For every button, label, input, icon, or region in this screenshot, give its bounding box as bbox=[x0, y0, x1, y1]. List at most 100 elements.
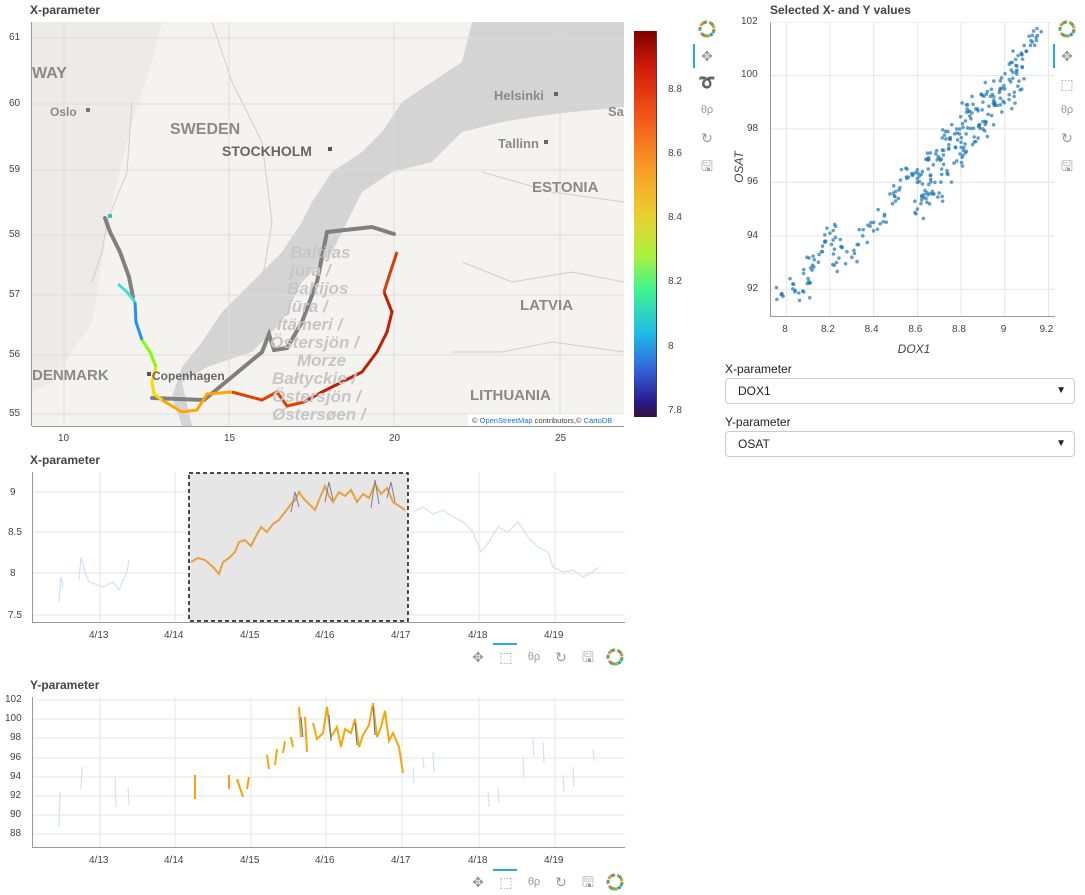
scatter-point bbox=[871, 220, 876, 225]
ts-x-x-tick: 4/13 bbox=[89, 630, 109, 641]
scatter-y-tick: 94 bbox=[747, 229, 759, 241]
scatter-point bbox=[1010, 106, 1014, 111]
scatter-point bbox=[926, 182, 931, 187]
scatter-point bbox=[878, 221, 883, 226]
ts-x-x-tick: 4/18 bbox=[468, 630, 488, 641]
map-y-tick: 61 bbox=[9, 32, 21, 43]
box-select-icon[interactable]: ⬚ bbox=[499, 649, 513, 665]
chevron-down-icon: ▼ bbox=[1056, 438, 1066, 449]
scatter-point bbox=[825, 226, 829, 230]
bokeh-logo-icon[interactable] bbox=[606, 873, 624, 891]
ts-y-plot[interactable] bbox=[32, 697, 625, 848]
scatter-point bbox=[943, 129, 948, 134]
svg-text:© OpenStreetMap contributors,©: © OpenStreetMap contributors,© CartoDB bbox=[472, 416, 612, 425]
pan-icon[interactable]: ✥ bbox=[472, 649, 484, 665]
bokeh-logo-icon[interactable] bbox=[606, 648, 624, 666]
scatter-point bbox=[888, 192, 892, 196]
scatter-point bbox=[871, 229, 876, 233]
scatter-svg bbox=[771, 21, 1055, 316]
scatter-point bbox=[1011, 49, 1015, 53]
scatter-plot[interactable] bbox=[770, 21, 1055, 317]
map-place-label: STOCKHOLM bbox=[222, 143, 312, 159]
reset-icon[interactable]: ↻ bbox=[701, 130, 713, 146]
scatter-point bbox=[998, 96, 1003, 100]
scatter-point bbox=[924, 196, 928, 201]
scatter-point bbox=[964, 103, 969, 107]
scatter-point bbox=[857, 227, 862, 232]
scatter-point bbox=[812, 257, 817, 262]
ts-y-x-tick: 4/17 bbox=[391, 855, 411, 866]
scatter-point bbox=[896, 196, 901, 201]
ts-y-y-tick: 100 bbox=[5, 713, 22, 724]
scatter-point bbox=[982, 129, 987, 133]
scatter-point bbox=[893, 189, 898, 194]
scatter-point bbox=[922, 192, 926, 197]
scatter-point bbox=[774, 285, 779, 290]
scatter-point bbox=[985, 89, 990, 94]
box-select-icon[interactable]: ⬚ bbox=[1060, 76, 1074, 92]
scatter-point bbox=[991, 122, 996, 127]
x-parameter-select[interactable]: DOX1 ▼ bbox=[725, 378, 1075, 404]
y-parameter-select[interactable]: OSAT ▼ bbox=[725, 431, 1075, 457]
scatter-point bbox=[855, 242, 860, 247]
scatter-point bbox=[998, 79, 1003, 83]
scatter-y-tick: 96 bbox=[747, 176, 759, 188]
scatter-point bbox=[992, 101, 997, 106]
scatter-ylabel: OSAT bbox=[732, 151, 746, 183]
x-parameter-label: X-parameter bbox=[725, 362, 792, 376]
scatter-point bbox=[891, 184, 896, 188]
bokeh-logo-icon[interactable] bbox=[1058, 20, 1076, 38]
scatter-point bbox=[796, 291, 801, 295]
scatter-point bbox=[942, 133, 947, 137]
map-y-tick: 55 bbox=[9, 408, 21, 419]
scatter-point bbox=[1012, 90, 1017, 95]
wheel-zoom-icon[interactable]: θρ bbox=[527, 651, 541, 663]
scatter-x-tick: 9.2 bbox=[1039, 324, 1054, 335]
map-plot[interactable]: Baltijas jūra / Baltijos jūra / Itämeri … bbox=[32, 22, 624, 426]
scatter-point bbox=[832, 247, 837, 251]
map-y-tick: 60 bbox=[9, 98, 21, 109]
scatter-point bbox=[961, 148, 966, 153]
pan-icon[interactable]: ✥ bbox=[701, 48, 713, 64]
scatter-point bbox=[905, 167, 909, 171]
scatter-point bbox=[933, 152, 938, 156]
scatter-point bbox=[1015, 68, 1019, 72]
scatter-point bbox=[983, 122, 988, 127]
save-icon[interactable]: 🖫 bbox=[582, 874, 594, 890]
scatter-point bbox=[959, 135, 964, 140]
reset-icon[interactable]: ↻ bbox=[555, 874, 567, 890]
reset-icon[interactable]: ↻ bbox=[1061, 130, 1073, 146]
scatter-point bbox=[1039, 29, 1043, 34]
wheel-zoom-icon[interactable]: θρ bbox=[527, 876, 541, 888]
scatter-point bbox=[831, 238, 835, 242]
scatter-point bbox=[948, 135, 953, 140]
scatter-point bbox=[945, 171, 950, 176]
scatter-point bbox=[1016, 84, 1020, 88]
pan-icon[interactable]: ✥ bbox=[472, 874, 484, 890]
chevron-down-icon: ▼ bbox=[1056, 385, 1066, 396]
lasso-icon[interactable]: ➰ bbox=[698, 74, 716, 90]
scatter-point bbox=[802, 267, 806, 272]
map-place-label: Copenhagen bbox=[152, 369, 225, 383]
scatter-point bbox=[1020, 57, 1025, 61]
pan-icon[interactable]: ✥ bbox=[1061, 48, 1073, 64]
sea-name: jūra / bbox=[288, 261, 333, 280]
reset-icon[interactable]: ↻ bbox=[555, 649, 567, 665]
scatter-point bbox=[971, 126, 976, 131]
save-icon[interactable]: 🖫 bbox=[701, 158, 713, 174]
save-icon[interactable]: 🖫 bbox=[582, 649, 594, 665]
wheel-zoom-icon[interactable]: θρ bbox=[700, 104, 714, 116]
bokeh-logo-icon[interactable] bbox=[698, 20, 716, 38]
save-icon[interactable]: 🖫 bbox=[1061, 158, 1073, 174]
scatter-point bbox=[806, 279, 811, 284]
ts-x-plot[interactable] bbox=[32, 472, 625, 623]
scatter-point bbox=[968, 126, 973, 131]
scatter-point bbox=[913, 199, 917, 203]
scatter-point bbox=[978, 126, 982, 131]
scatter-point bbox=[1000, 86, 1004, 91]
wheel-zoom-icon[interactable]: θρ bbox=[1060, 104, 1074, 116]
box-select-icon[interactable]: ⬚ bbox=[499, 874, 513, 890]
attribution-osm-link: OpenStreetMap bbox=[480, 416, 533, 425]
scatter-point bbox=[926, 167, 931, 171]
map-y-axis bbox=[31, 22, 32, 426]
